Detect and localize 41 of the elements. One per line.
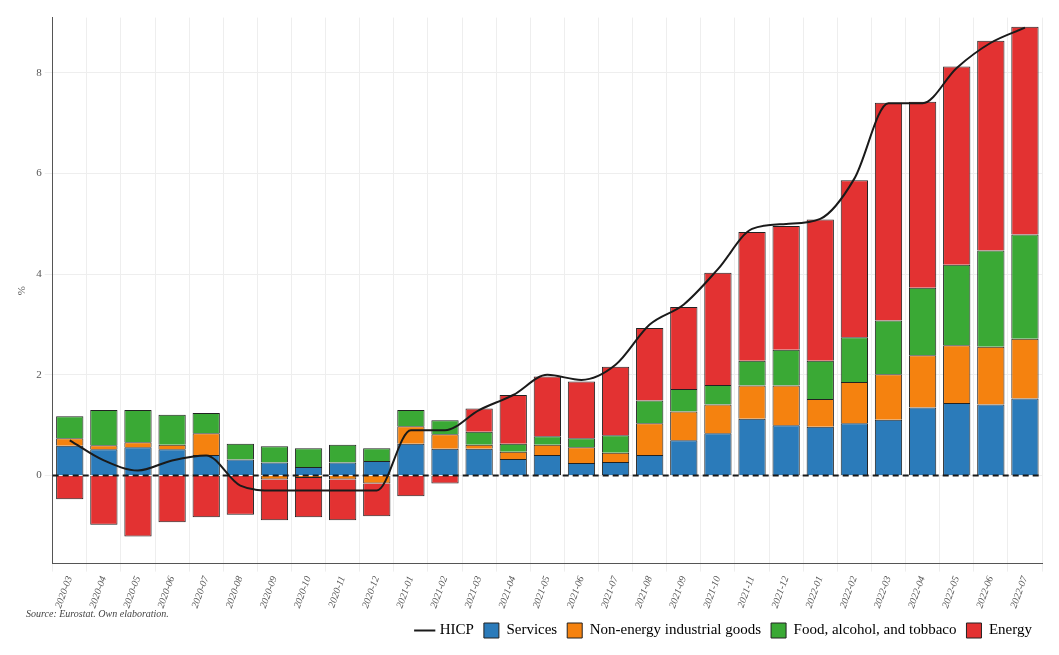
y-tick-label: 4 [36, 267, 43, 280]
legend-label: Services [506, 621, 558, 638]
x-tick-label: 2021-01 [393, 574, 416, 610]
y-tick-label: 8 [36, 65, 43, 78]
x-tick-label: 2021-03 [461, 574, 484, 610]
x-tick-label: 2022-05 [939, 574, 962, 610]
x-tick-label: 2021-11 [734, 574, 757, 609]
x-tick-label: 2020-11 [325, 574, 348, 609]
x-tick-label: 2020-10 [291, 574, 313, 610]
x-tick-label: 2021-06 [564, 574, 586, 610]
x-tick-label: 2022-01 [802, 574, 825, 610]
x-tick-label: 2020-04 [86, 574, 109, 610]
y-tick-label: 0 [36, 468, 43, 481]
x-tick-label: 2021-05 [529, 574, 552, 610]
source-note: Source: Eurostat. Own elaboration. [26, 608, 169, 619]
x-tick-label: 2020-05 [120, 574, 143, 610]
x-tick-label: 2022-03 [871, 574, 893, 610]
x-tick-label: 2020-12 [359, 574, 382, 610]
x-tick-label: 2020-06 [154, 574, 177, 610]
x-tick-label: 2022-02 [836, 574, 859, 610]
x-tick-label: 2022-07 [1007, 573, 1030, 610]
x-tick-label: 2020-08 [222, 574, 245, 610]
y-tick-label: 6 [36, 166, 43, 179]
x-tick-label: 2021-02 [427, 574, 450, 610]
x-tick-label: 2021-10 [700, 574, 723, 610]
legend-label: Non-energy industrial goods [589, 621, 762, 638]
x-tick-label: 2021-09 [666, 574, 689, 610]
x-tick-label: 2020-03 [52, 574, 75, 610]
x-tick-label: 2020-09 [257, 574, 279, 610]
x-tick-label: 2022-06 [973, 574, 996, 610]
legend-label: Energy [988, 621, 1033, 638]
x-tick-label: 2021-12 [768, 574, 791, 610]
x-tick-label: 2021-08 [632, 574, 655, 610]
x-tick-label: 2021-04 [495, 574, 518, 610]
x-tick-label: 2020-07 [188, 573, 211, 610]
legend-label: Food, alcohol, and tobbaco [793, 621, 957, 638]
y-tick-label: 2 [36, 367, 42, 380]
x-tick-label: 2022-04 [905, 574, 927, 610]
legend-label: HICP [439, 621, 474, 638]
y-axis-title: % [15, 286, 28, 296]
x-tick-label: 2021-07 [598, 573, 621, 610]
